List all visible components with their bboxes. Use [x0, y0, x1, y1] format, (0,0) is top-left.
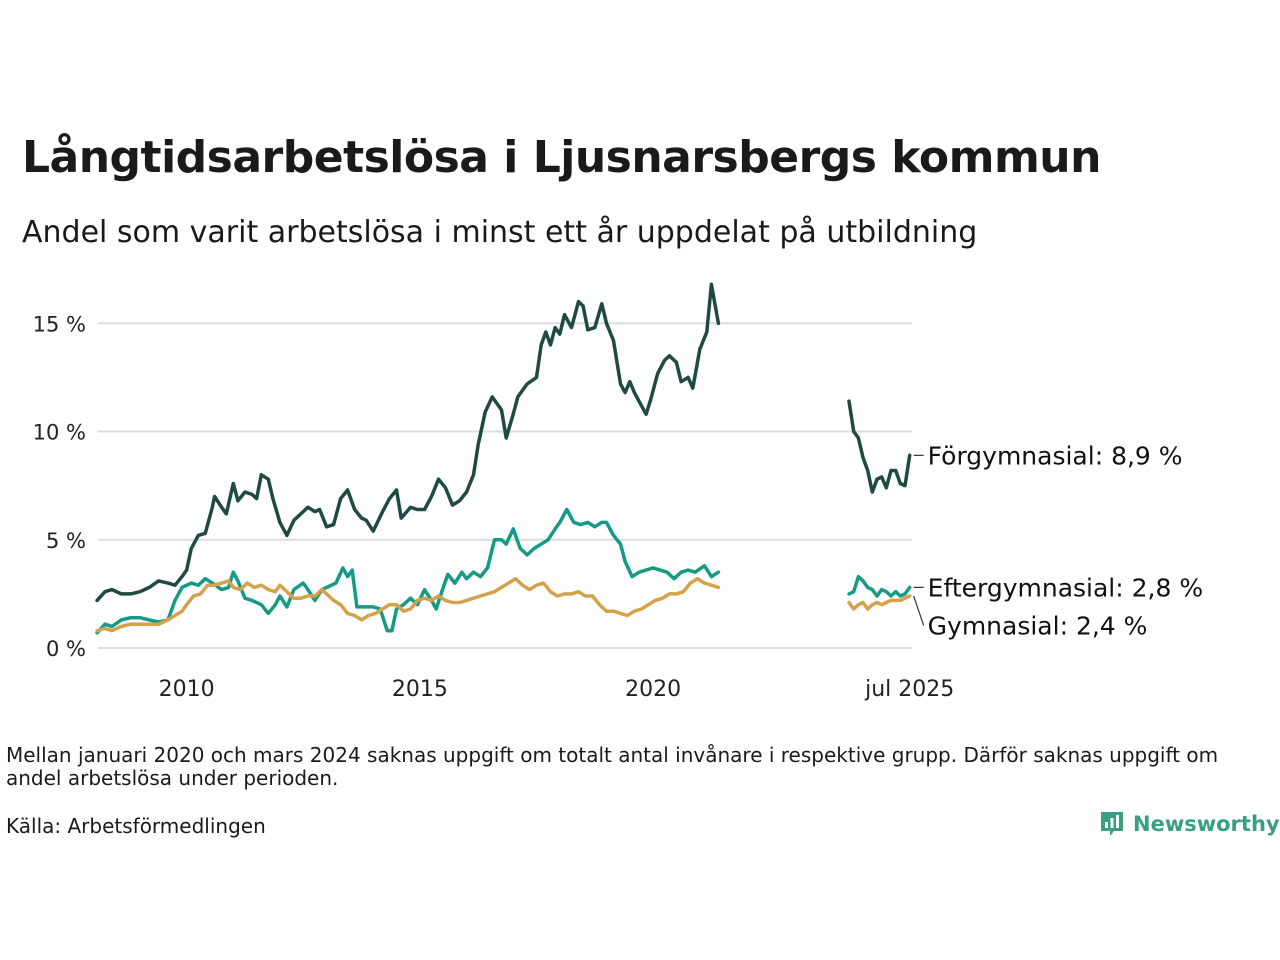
line-chart: 0 % 5 % 10 % 15 % 2010 2015 2020 jul 2025 Förg…	[33, 282, 1203, 702]
x-tick-label: 2020	[625, 677, 681, 702]
series-line-förgymnasial-segment-1	[95, 282, 721, 603]
footnote: Mellan januari 2020 och mars 2024 saknas…	[6, 743, 1219, 790]
y-tick-label: 5 %	[46, 529, 86, 553]
source-note: Källa: Arbetsförmedlingen	[6, 814, 266, 838]
y-tick-label: 15 %	[33, 312, 86, 336]
y-tick-label: 0 %	[46, 637, 86, 661]
chart-title: Långtidsarbetslösa i Ljusnarsbergs kommu…	[22, 132, 1101, 183]
series-line-gymnasial-segment-1	[95, 576, 721, 633]
x-tick-label: jul 2025	[864, 677, 954, 702]
series-line-gymnasial-segment-2	[847, 594, 912, 611]
brand-name: Newsworthy	[1133, 812, 1280, 836]
y-tick-label: 10 %	[33, 421, 86, 445]
series-label-gymnasial: Gymnasial: 2,4 %	[928, 611, 1148, 640]
x-tick-label: 2015	[392, 677, 448, 702]
series-line-eftergymnasial-segment-2	[847, 574, 912, 598]
series-end-labels: Förgymnasial: 8,9 % Eftergymnasial: 2,8 %…	[913, 441, 1203, 640]
x-axis-ticks: 2010 2015 2020 jul 2025	[159, 677, 955, 702]
leader-line-gymnasial	[913, 595, 925, 626]
series-line-eftergymnasial-segment-1	[95, 507, 721, 635]
grid-lines	[98, 322, 912, 649]
x-tick-label: 2010	[159, 677, 215, 702]
bar-chart-icon	[1101, 812, 1123, 836]
chart-subtitle: Andel som varit arbetslösa i minst ett å…	[22, 215, 978, 250]
newsworthy-logo: Newsworthy	[1099, 810, 1280, 838]
series-label-eftergymnasial: Eftergymnasial: 2,8 %	[928, 573, 1203, 602]
series-line-förgymnasial-segment-2	[847, 399, 912, 494]
series-lines	[95, 282, 912, 635]
series-label-förgymnasial: Förgymnasial: 8,9 %	[928, 441, 1183, 470]
y-axis-ticks: 0 % 5 % 10 % 15 %	[33, 312, 86, 661]
